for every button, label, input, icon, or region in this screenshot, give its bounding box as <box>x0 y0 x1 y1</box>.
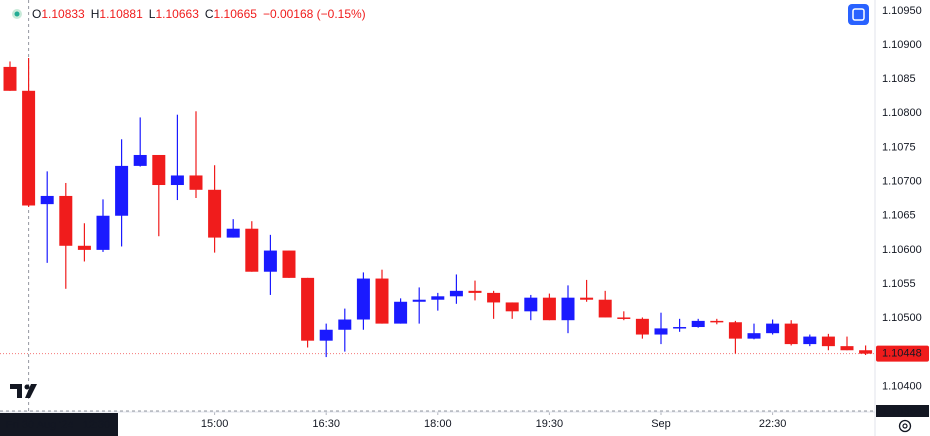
candle-body <box>505 302 519 312</box>
candle-body <box>319 329 333 341</box>
candle-body <box>338 319 352 330</box>
candle-body <box>580 297 594 300</box>
candle-body <box>487 292 501 303</box>
crosshair-price-box <box>876 405 929 417</box>
settings-icon[interactable] <box>898 419 912 433</box>
candle-body <box>654 328 668 335</box>
candle-body <box>170 175 184 186</box>
y-tick-label: 1.10800 <box>882 107 922 119</box>
y-tick-label: 1.10700 <box>882 176 922 188</box>
labels: 1.104001.104501.105001.10551.106001.1065… <box>0 5 929 436</box>
x-tick-label: Sep <box>651 418 671 430</box>
candle-body <box>598 299 612 318</box>
y-tick-label: 1.10500 <box>882 312 922 324</box>
candle-body <box>635 318 649 335</box>
candle-body <box>468 290 482 293</box>
candle-body <box>115 165 129 216</box>
y-tick-label: 1.10950 <box>882 5 922 17</box>
candle-body <box>208 189 222 238</box>
crosshair-time-box <box>0 413 118 436</box>
candle-body <box>673 327 687 329</box>
x-tick-label: 15:00 <box>201 418 229 430</box>
last-price-label: 1.10448 <box>882 348 922 360</box>
status-dot <box>14 11 20 17</box>
candle-body <box>617 317 631 319</box>
candle-body <box>728 322 742 339</box>
candles <box>3 58 873 358</box>
candle-body <box>133 154 147 166</box>
y-tick-label: 1.1085 <box>882 73 916 85</box>
candle-body <box>59 195 73 246</box>
candle-body <box>96 215 110 250</box>
candle-body <box>282 250 296 278</box>
candle-body <box>189 175 203 190</box>
y-tick-label: 1.1065 <box>882 210 916 222</box>
candle-body <box>561 297 575 321</box>
candle-body <box>840 346 854 351</box>
candle-body <box>766 323 780 334</box>
candle-body <box>226 228 240 238</box>
candle-body <box>394 301 408 324</box>
ohlc-legend: O1.10833 H1.10881 L1.10663 C1.10665 −0.00168… <box>32 7 366 21</box>
candle-body <box>263 250 277 272</box>
y-tick-label: 1.10600 <box>882 244 922 256</box>
candle-body <box>542 297 556 321</box>
chart-button[interactable] <box>848 4 869 25</box>
x-tick-label: 22:30 <box>759 418 787 430</box>
candle-body <box>747 333 761 339</box>
candle-body <box>22 90 36 206</box>
candle-body <box>710 320 724 323</box>
legend-label: L <box>149 7 156 21</box>
candle-body <box>821 336 835 347</box>
candle-body <box>859 350 873 354</box>
y-tick-label: 1.1055 <box>882 278 916 290</box>
last-price-box <box>876 345 929 362</box>
candle-body <box>691 320 705 328</box>
candle-body <box>524 297 538 312</box>
candle-body <box>3 66 17 91</box>
logo <box>10 384 37 398</box>
grid <box>0 0 875 415</box>
crosshair-time-label: Fri 30 Aug '24 12:30 <box>6 419 110 431</box>
legend-label: H <box>91 7 100 21</box>
crosshair-price-label: 1.10364 <box>882 405 922 417</box>
candle-body <box>245 228 259 272</box>
candle-body <box>784 323 798 345</box>
candle-body <box>77 245 91 250</box>
legend-change: −0.00168 (−0.15%) <box>263 7 366 21</box>
x-tick-label: 16:30 <box>312 418 340 430</box>
candle-body <box>803 336 817 345</box>
legend-value: 1.10833 <box>41 7 85 21</box>
y-tick-label: 1.1075 <box>882 141 916 153</box>
candle-body <box>431 296 445 300</box>
chart-button-icon <box>852 8 865 21</box>
legend-value: 1.10665 <box>214 7 258 21</box>
y-tick-label: 1.10400 <box>882 380 922 392</box>
candle-body <box>449 290 463 297</box>
x-tick-label: 18:00 <box>424 418 452 430</box>
candle-body <box>412 299 426 302</box>
legend-value: 1.10881 <box>99 7 143 21</box>
candle-body <box>375 278 389 324</box>
candle-body <box>301 277 315 341</box>
y-tick-label: 1.10900 <box>882 39 922 51</box>
legend-label: C <box>205 7 214 21</box>
x-tick-label: 19:30 <box>536 418 564 430</box>
legend-value: 1.10663 <box>155 7 199 21</box>
candle-body <box>40 195 54 205</box>
legend-label: O <box>32 7 41 21</box>
candle-body <box>152 154 166 186</box>
candle-body <box>356 278 370 320</box>
